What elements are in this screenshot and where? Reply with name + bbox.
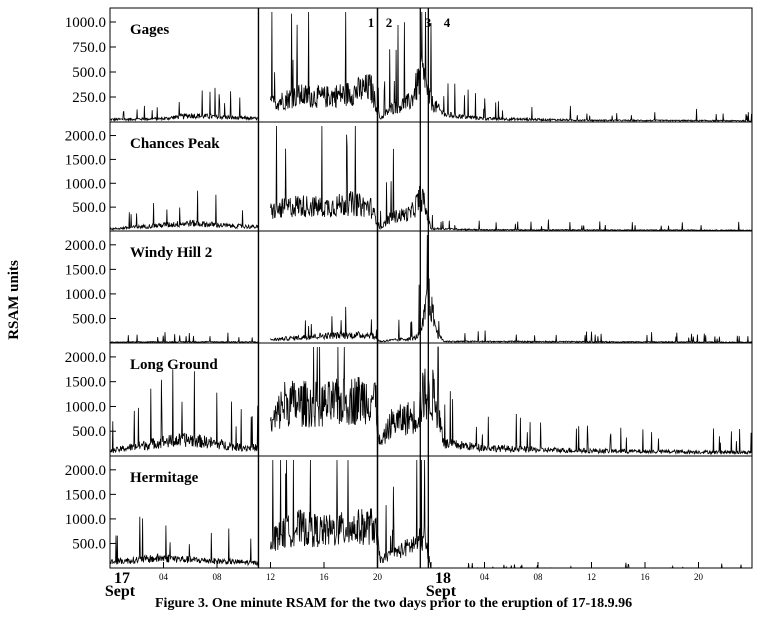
panel-title: Long Ground	[130, 357, 218, 373]
x-tick-label: 16	[320, 572, 330, 582]
panel-windy-hill-2: 500.0 1000.0 1500.0 2000.0 Windy Hill 2	[65, 230, 753, 344]
x-tick-label: 08	[213, 572, 223, 582]
rsam-trace	[110, 11, 753, 123]
y-tick-label: 2000.0	[65, 129, 106, 145]
panel-frame	[109, 455, 753, 569]
y-tick-label: 500.0	[72, 424, 106, 440]
y-tick-label: 250.0	[72, 90, 106, 106]
y-tick-label: 1500.0	[65, 152, 106, 168]
y-tick-label: 1000.0	[65, 15, 106, 31]
x-tick-label: 20	[694, 572, 704, 582]
rsam-trace	[109, 125, 752, 232]
rsam-trace	[109, 346, 753, 456]
y-tick-label: 1000.0	[65, 512, 106, 528]
panel-title: Windy Hill 2	[130, 245, 212, 261]
event-label-4: 4	[444, 15, 451, 30]
y-axis-label: RSAM units	[6, 260, 22, 340]
panel-title: Hermitage	[130, 470, 199, 486]
y-tick-label: 1500.0	[65, 262, 106, 278]
panel-hermitage: 500.0 1000.0 1500.0 2000.0 Hermitage	[65, 455, 753, 569]
y-tick-label: 2000.0	[65, 238, 106, 254]
y-tick-label: 500.0	[72, 311, 106, 327]
panel-gages: 250.0 500.0 750.0 1000.0 Gages	[65, 7, 753, 123]
day-label: 18	[435, 570, 451, 587]
y-tick-label: 750.0	[72, 40, 106, 56]
month-label: Sept	[426, 583, 457, 600]
x-tick-label: 04	[480, 572, 490, 582]
y-tick-label: 1000.0	[65, 176, 106, 192]
y-tick-label: 1000.0	[65, 287, 106, 303]
x-tick-label: 04	[159, 572, 169, 582]
event-markers: 1234	[257, 8, 451, 568]
rsam-trace	[109, 234, 753, 344]
day-label: 17	[114, 570, 130, 587]
y-tick-label: 2000.0	[65, 463, 106, 479]
panel-title: Chances Peak	[130, 136, 220, 152]
event-label-2: 2	[386, 15, 393, 30]
y-tick-label: 500.0	[72, 536, 106, 552]
x-tick-label: 20	[373, 572, 383, 582]
figure-caption: Figure 3. One minute RSAM for the two da…	[155, 596, 633, 611]
panel-title: Gages	[130, 22, 169, 38]
y-tick-label: 500.0	[72, 65, 106, 81]
month-label: Sept	[105, 583, 136, 600]
panel-long-ground: 500.0 1000.0 1500.0 2000.0 Long Ground	[65, 342, 753, 457]
y-tick-label: 1500.0	[65, 375, 106, 391]
rsam-trace	[109, 459, 752, 569]
x-tick-label: 12	[266, 572, 275, 582]
y-tick-label: 500.0	[72, 200, 106, 216]
y-tick-label: 1000.0	[65, 399, 106, 415]
panel-chances-peak: 500.0 1000.0 1500.0 2000.0 Chances Peak	[65, 121, 753, 232]
y-tick-label: 1500.0	[65, 487, 106, 503]
x-tick-label: 08	[534, 572, 544, 582]
x-tick-label: 16	[641, 572, 651, 582]
x-tick-label: 12	[587, 572, 596, 582]
event-label-1: 1	[368, 15, 375, 30]
y-tick-label: 2000.0	[65, 350, 106, 366]
